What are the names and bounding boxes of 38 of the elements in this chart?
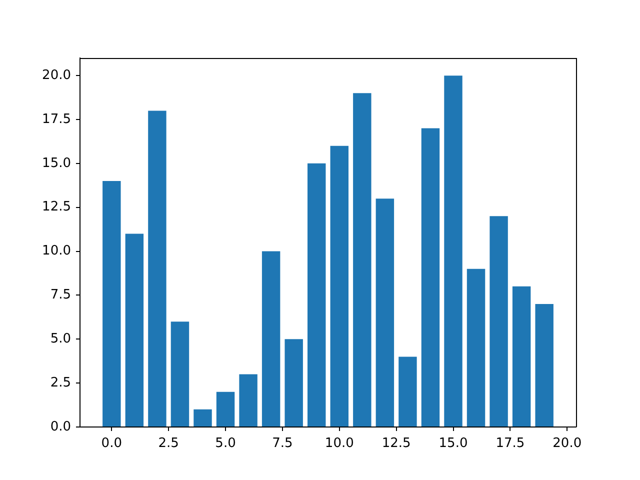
x-tick-label: 5.0: [215, 436, 236, 452]
bar: [284, 339, 303, 426]
y-tick-label: 10.0: [42, 244, 71, 259]
bar: [398, 356, 417, 426]
bar: [194, 409, 212, 426]
bar: [444, 76, 462, 426]
y-tick-label: 7.5: [50, 288, 71, 303]
bar: [490, 216, 508, 426]
x-tick-label: 17.5: [496, 436, 525, 452]
y-tick-label: 0.0: [50, 419, 71, 434]
y-tick-label: 12.5: [42, 200, 71, 215]
bar: [239, 374, 258, 426]
x-tick-label: 20.0: [552, 436, 582, 452]
bar: [421, 128, 440, 426]
x-tick-label: 15.0: [438, 436, 468, 452]
y-tick-label: 17.5: [42, 112, 71, 127]
bar: [353, 93, 372, 426]
bar: [102, 181, 121, 426]
y-tick-label: 2.5: [50, 375, 71, 390]
bar: [148, 110, 166, 426]
bar: [535, 304, 554, 426]
x-tick-label: 0.0: [101, 436, 122, 452]
bar: [466, 268, 486, 426]
x-tick-label: 2.5: [158, 436, 179, 452]
x-tick-label: 10.0: [324, 436, 354, 452]
bar: [262, 251, 280, 426]
bar: [376, 198, 394, 426]
bar: [216, 392, 235, 426]
y-tick-label: 5.0: [50, 332, 71, 347]
bar: [308, 163, 326, 426]
x-tick-label: 7.5: [272, 436, 293, 452]
y-tick-label: 20.0: [42, 68, 71, 83]
bar: [170, 322, 190, 426]
bar: [330, 146, 348, 426]
y-tick-label: 15.0: [42, 156, 71, 171]
x-tick-label: 12.5: [382, 436, 411, 452]
bar: [125, 234, 144, 426]
bar: [512, 286, 531, 426]
